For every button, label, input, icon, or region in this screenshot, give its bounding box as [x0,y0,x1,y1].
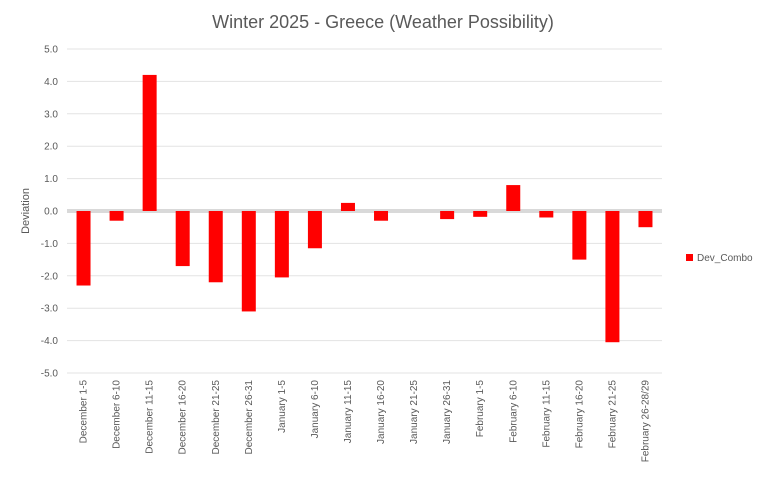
gridlines [67,48,662,374]
bar [208,211,223,283]
bar [440,211,455,220]
bar [76,211,91,286]
bar [506,185,521,211]
bar [374,211,389,221]
y-tick-label: -3.0 [41,304,59,315]
legend-swatch [686,254,693,261]
x-tick-label: January 21-25 [409,380,420,444]
y-tick-label: 1.0 [44,174,58,185]
bar [539,211,554,218]
y-tick-label: -4.0 [41,336,59,347]
x-tick-label: December 26-31 [244,380,255,455]
x-tick-label: January 26-31 [442,380,453,444]
bar [109,211,124,221]
bar [638,211,653,228]
y-tick-label: 5.0 [44,45,58,56]
y-tick-label: 4.0 [44,77,58,88]
legend-label: Dev_Combo [697,253,753,264]
x-tick-label: December 16-20 [178,380,189,455]
x-tick-label: January 6-10 [310,380,321,439]
x-tick-label: December 21-25 [211,380,222,455]
chart-title: Winter 2025 - Greece (Weather Possibilit… [212,12,554,32]
y-tick-label: 3.0 [44,109,58,120]
y-tick-labels: 5.0 4.0 3.0 2.0 1.0 0.0 -1.0 -2.0 -3.0 -4.0 -5.0 [41,45,59,380]
x-tick-label: January 16-20 [376,380,387,444]
y-axis-label: Deviation [20,188,32,234]
y-tick-label: -2.0 [41,271,59,282]
bar [274,211,289,278]
bars [76,74,653,343]
bar [307,211,322,249]
bar [340,202,355,211]
y-tick-label: -5.0 [41,369,59,380]
bar [572,211,587,260]
y-tick-label: -1.0 [41,239,59,250]
y-tick-label: 2.0 [44,142,58,153]
bar [605,211,620,343]
x-tick-label: February 6-10 [508,380,519,443]
x-tick-label: February 16-20 [574,380,585,449]
legend: Dev_Combo [686,253,753,264]
x-tick-label: February 1-5 [475,380,486,438]
x-tick-label: January 11-15 [343,380,354,444]
x-tick-label: December 6-10 [112,380,123,449]
bar [175,211,190,267]
x-tick-label: February 21-25 [607,380,618,449]
x-tick-label: February 26-28/29 [640,380,651,463]
y-tick-label: 0.0 [44,207,58,218]
x-tick-label: February 11-15 [541,380,552,448]
x-tick-label: December 1-5 [79,380,90,444]
x-tick-label: December 11-15 [145,380,156,454]
bar [473,211,488,217]
x-tick-labels: December 1-5 December 6-10 December 11-15 D… [79,380,652,463]
bar [142,74,157,211]
bar [241,211,256,312]
x-tick-label: January 1-5 [277,380,288,433]
